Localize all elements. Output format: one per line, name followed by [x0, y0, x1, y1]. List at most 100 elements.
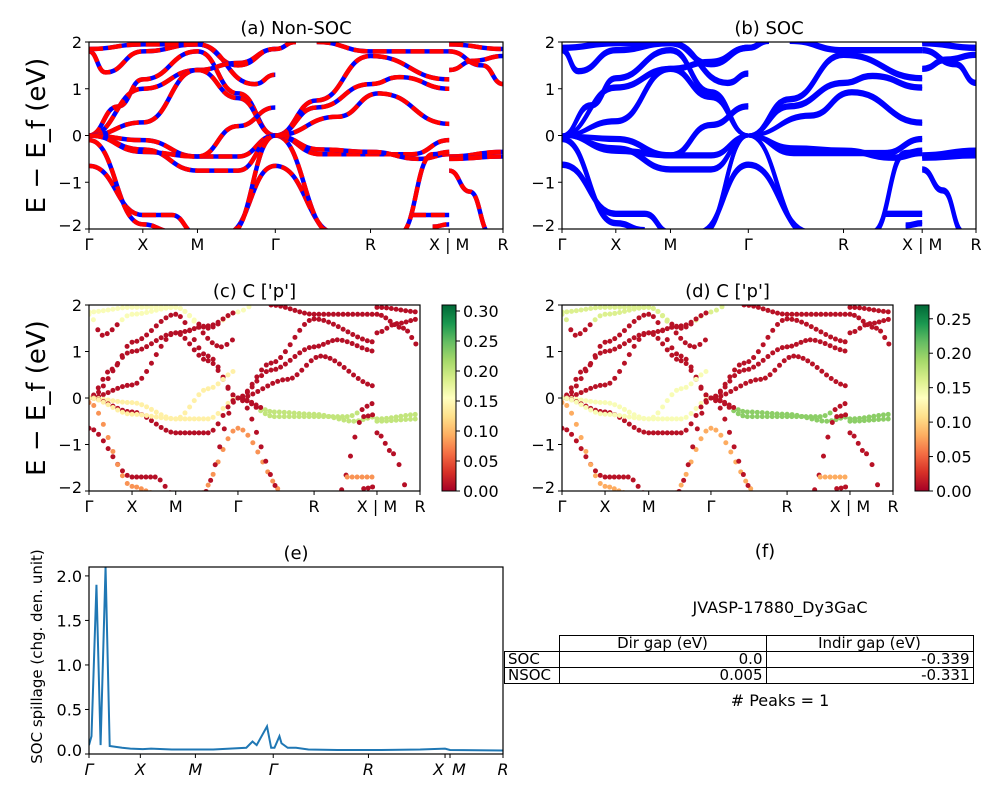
- scatter-point: [878, 328, 884, 334]
- band-line-red: [89, 137, 171, 229]
- scatter-point: [210, 384, 216, 390]
- scatter-point: [148, 328, 154, 334]
- scatter-point: [196, 493, 201, 498]
- scatter-point: [153, 421, 159, 427]
- scatter-point: [96, 410, 102, 416]
- scatter-point: [789, 311, 795, 317]
- scatter-point: [851, 312, 857, 318]
- scatter-point: [270, 478, 276, 484]
- scatter-point: [832, 474, 838, 480]
- scatter-point: [326, 413, 332, 419]
- scatter-point: [779, 411, 785, 417]
- scatter-point: [719, 305, 725, 310]
- scatter-point: [100, 421, 106, 427]
- scatter-point: [201, 387, 207, 393]
- scatter-point: [838, 381, 844, 387]
- scatter-point: [215, 319, 221, 325]
- scatter-point: [313, 354, 319, 360]
- scatter-point: [369, 339, 375, 345]
- x-tick-label: X: [432, 760, 445, 779]
- colorbar: 0.00 0.05 0.10 0.15 0.20 0.25 0.30: [441, 302, 499, 501]
- scatter-point: [674, 356, 680, 362]
- scatter-point: [225, 400, 231, 406]
- scatter-point: [201, 323, 207, 329]
- colorbar-rect: [441, 304, 457, 492]
- scatter-point: [413, 341, 419, 347]
- scatter-point: [158, 335, 164, 341]
- scatter-point: [564, 396, 570, 402]
- scatter-point: [842, 474, 848, 480]
- scatter-point: [249, 416, 255, 422]
- scatter-point: [682, 340, 688, 346]
- scatter-point: [226, 410, 232, 416]
- scatter-point: [690, 444, 696, 450]
- scatter-point: [220, 405, 226, 411]
- scatter-point: [278, 364, 284, 370]
- band-line: [922, 42, 976, 52]
- scatter-point: [886, 341, 892, 347]
- scatter-point: [775, 347, 781, 353]
- scatter-point: [702, 337, 708, 343]
- scatter-point: [573, 399, 579, 405]
- colorbar-tick-label: 0.05: [463, 452, 499, 471]
- scatter-point: [134, 305, 140, 310]
- scatter-point: [360, 379, 366, 385]
- scatter-point: [220, 447, 226, 453]
- scatter-point: [340, 311, 346, 317]
- scatter-point: [569, 410, 575, 416]
- scatter-point: [871, 320, 877, 326]
- scatter-point: [693, 376, 699, 382]
- scatter-point: [803, 338, 809, 344]
- scatter-point: [698, 372, 704, 378]
- scatter-point: [177, 414, 183, 420]
- scatter-point: [871, 413, 877, 419]
- scatter-point: [688, 381, 694, 387]
- scatter-point: [148, 474, 154, 480]
- table-header-row: Dir gap (eV) Indir gap (eV): [504, 635, 974, 652]
- y-tick-label: 0.5: [57, 700, 82, 719]
- scatter-point: [308, 358, 314, 364]
- scatter-point: [740, 413, 746, 419]
- scatter-point: [100, 376, 106, 382]
- scatter-point: [304, 362, 310, 368]
- panel-title: (c) C ['p']: [213, 281, 296, 302]
- scatter-point: [583, 387, 589, 393]
- band-line-red: [234, 133, 328, 229]
- scatter-point: [698, 436, 704, 442]
- scatter-point: [302, 310, 308, 316]
- x-tick-label: M: [191, 235, 205, 254]
- scatter-point: [842, 348, 848, 354]
- scatter-point: [795, 354, 801, 360]
- scatter-point: [374, 330, 380, 336]
- scatter-point: [267, 472, 273, 478]
- scatter-point: [139, 402, 145, 408]
- scatter-point: [678, 386, 684, 392]
- scatter-point: [119, 399, 125, 405]
- scatter-point: [412, 309, 418, 315]
- scatter-point: [703, 392, 709, 398]
- scatter-point: [617, 305, 623, 310]
- scatter-point: [278, 305, 284, 309]
- scatter-point: [612, 346, 618, 352]
- scatter-point: [669, 352, 675, 358]
- scatter-point: [597, 305, 603, 310]
- scatter-point: [741, 367, 747, 373]
- scatter-point: [356, 419, 362, 425]
- scatter-point: [124, 305, 130, 310]
- scatter-point: [273, 359, 279, 365]
- panel-e: 0.00.51.01.52.0Γ X M Γ R X M R(e)SOC spillage (…: [28, 543, 509, 779]
- scatter-point: [240, 307, 246, 313]
- scatter-point: [765, 334, 771, 340]
- scatter-point: [267, 408, 273, 414]
- scatter-point: [744, 409, 750, 415]
- scatter-point: [334, 337, 340, 343]
- scatter-point: [271, 409, 277, 415]
- scatter-point: [96, 308, 102, 314]
- scatter-point: [621, 341, 627, 347]
- scatter-point: [812, 337, 818, 343]
- scatter-point: [361, 414, 367, 420]
- scatter-point: [407, 416, 413, 422]
- scatter-point: [672, 493, 677, 498]
- scatter-point: [173, 305, 179, 310]
- scatter-point: [607, 484, 613, 490]
